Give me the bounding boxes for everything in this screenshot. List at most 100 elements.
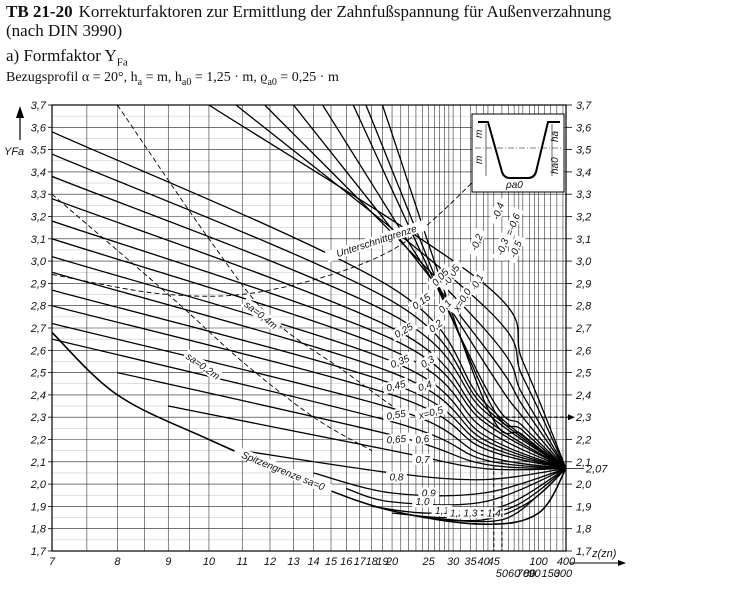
curve-label-bg <box>427 263 454 291</box>
curve-label: 1,1 <box>431 505 453 517</box>
curve-x-015 <box>52 175 566 470</box>
curve-label: 1,0 <box>412 496 433 508</box>
curve-label-text: 1,1 <box>435 506 449 517</box>
profile-part-3: = 1,25 · m, ϱ <box>191 70 268 85</box>
curve-label-bg <box>415 351 440 372</box>
curve-label-text: 0,6 <box>415 434 431 447</box>
curve-x-06 <box>52 338 566 470</box>
inset-label-ha: ha <box>550 130 561 142</box>
curve-label: sa=0,2m <box>182 349 224 383</box>
curve-label-bg <box>182 349 224 383</box>
x-tick-label: 17 <box>354 556 367 568</box>
x-axis-arrow-head <box>618 560 626 566</box>
y-tick-label-right: 1,9 <box>576 501 591 513</box>
y-tick-label-right: 3,7 <box>576 100 592 112</box>
boundary-sa02m <box>52 193 372 451</box>
y-tick-label-left: 3,2 <box>31 212 46 224</box>
curve-label: 0,15 <box>407 289 436 314</box>
curve-label: 0,8 <box>386 471 407 484</box>
curve-label: -0,2 <box>466 228 487 257</box>
profile-part-5: = 0,25 · m <box>276 70 339 85</box>
curve-label-bg <box>437 258 465 292</box>
x-tick-label: 19 <box>376 556 388 568</box>
x-tick-label: 9 <box>165 556 171 568</box>
curve-label-bg <box>431 505 453 517</box>
y-tick-label-left: 3,6 <box>31 122 47 134</box>
curve-x--04 <box>264 105 566 469</box>
curve-x-055 <box>52 322 566 470</box>
x-tick-label: 25 <box>422 556 436 568</box>
curve-x--02 <box>322 105 566 469</box>
curve-label-bg <box>492 232 513 262</box>
section-text: a) Formfaktor Y <box>6 46 117 65</box>
curve-x-09 <box>313 467 566 497</box>
reading-example-arrow <box>568 414 575 421</box>
x-tick-label-lower: 80 <box>523 568 536 580</box>
curve-x-01 <box>52 153 566 470</box>
y-tick-label-left: 1,7 <box>31 546 47 558</box>
curve-x-10 <box>346 467 566 506</box>
profile-sub-a0: a0 <box>181 76 192 88</box>
curve-label-bg <box>411 432 434 447</box>
table-title-sub: (nach DIN 3990) <box>6 21 123 40</box>
y-tick-label-left: 3,1 <box>31 234 46 246</box>
curve-label: Unterschnittgrenze <box>324 219 428 263</box>
curve-label-text: Unterschnittgrenze <box>335 224 419 261</box>
curve-label-bg <box>460 507 481 519</box>
x-tick-label-lower: 50 <box>496 568 509 580</box>
y-tick-label-left: 2,1 <box>30 457 46 469</box>
x-tick-label: 16 <box>340 556 353 568</box>
curve-label-text: 0,65 <box>386 434 407 447</box>
curve-x-025 <box>52 220 566 470</box>
curve-label-bg <box>505 234 526 264</box>
y-tick-label-right: 2,8 <box>575 301 592 313</box>
y-tick-label-left: 2,5 <box>30 368 47 380</box>
y-tick-label-left: 3,7 <box>31 100 47 112</box>
y-axis-arrow-head <box>16 106 24 118</box>
curve-x--01 <box>352 105 566 469</box>
curve-label-text: x=0,5 <box>417 405 445 422</box>
curve-label-text: 0,8 <box>390 473 404 484</box>
curve-label: 0,9 <box>418 487 440 499</box>
y-tick-label-left: 1,9 <box>31 501 46 513</box>
curve-x-035 <box>52 255 566 470</box>
reference-profile: Bezugsprofil α = 20°, ha = m, ha0 = 1,25… <box>6 70 339 91</box>
x-tick-label-lower: 150 <box>542 568 561 580</box>
y-tick-label-right: 2,4 <box>575 390 591 402</box>
x-tick-label: 7 <box>49 556 56 568</box>
curve-label-bg <box>413 377 437 395</box>
y-tick-label-right: 2,2 <box>575 435 591 447</box>
boundary-sa04m <box>117 105 393 407</box>
curve-label-text: 0,4 <box>417 379 434 394</box>
y-tick-label-right: 2,3 <box>575 412 592 424</box>
curve-x-14 <box>444 468 566 523</box>
y-tick-label-left: 3,3 <box>31 189 47 201</box>
chart-curve-labels: x=-0,6-0,5-0,4-0,3-0,2-0,1-0,05x=0,00,05… <box>182 196 526 519</box>
curve-x-04 <box>52 271 566 470</box>
chart-axes: 1,7 1,7 1,8 1,8 1,9 1,9 2,0 2,0 2,1 2,1 2,2 2,2 2,3 2… <box>4 100 626 580</box>
curve-label-bg <box>382 407 411 423</box>
curve-label: 0,7 <box>412 453 433 466</box>
curve-label-bg <box>412 453 433 465</box>
y-tick-label-left: 2,0 <box>30 479 47 491</box>
y-tick-label-left: 3,5 <box>31 145 47 157</box>
x-tick-label: 20 <box>385 556 399 568</box>
y-tick-label-right: 2,0 <box>575 479 592 491</box>
table-id: TB 21-20 <box>6 2 73 21</box>
y-axis-label: YFa <box>4 146 24 158</box>
curve-x-03 <box>52 238 566 470</box>
y-extra-label: 2,07 <box>585 463 608 475</box>
y-tick-label-left: 2,7 <box>30 323 47 335</box>
curve-label-bg <box>466 228 487 257</box>
x-tick-label: 45 <box>488 556 501 568</box>
x-tick-label: 15 <box>325 556 338 568</box>
y-tick-label-left: 3,0 <box>31 256 47 268</box>
curve-label: 0,45 <box>381 377 411 395</box>
curve-label-bg <box>448 283 476 317</box>
x-tick-label: 11 <box>237 556 248 568</box>
curve-label-text: 1,2 <box>450 508 464 519</box>
y-tick-label-right: 3,3 <box>576 189 592 201</box>
curve-label-bg <box>488 196 508 226</box>
y-tick-label-right: 1,8 <box>576 524 592 536</box>
inset-label-m-top: m <box>474 130 485 138</box>
